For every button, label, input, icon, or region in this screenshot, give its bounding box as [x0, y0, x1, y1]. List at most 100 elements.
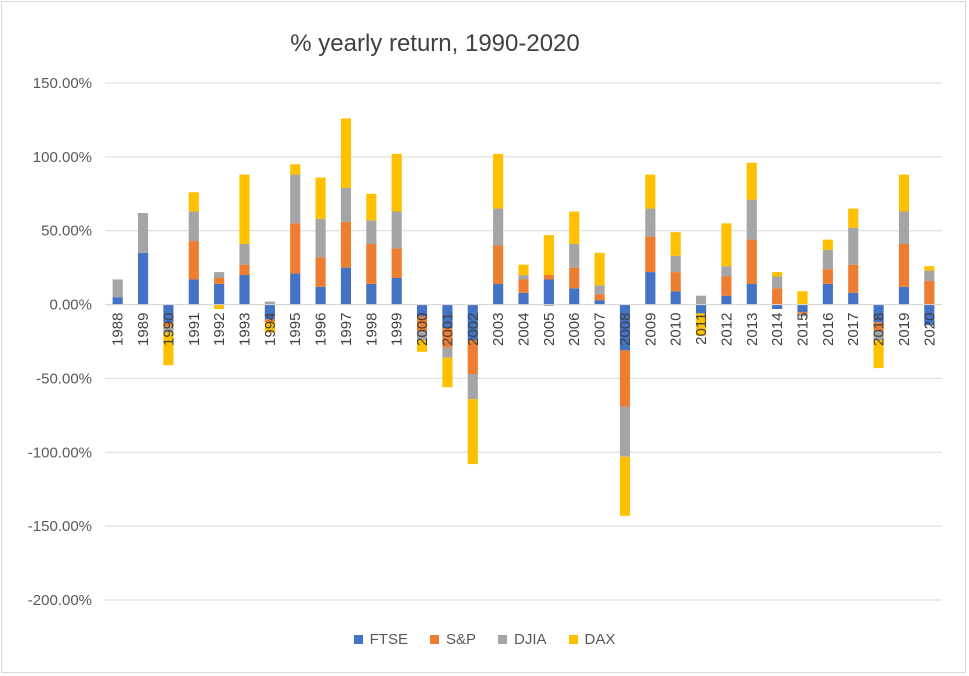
bar-segment — [188, 279, 199, 305]
bar-segment — [163, 304, 174, 323]
bar-segment — [467, 304, 478, 341]
bar-segment — [772, 288, 783, 305]
bar-segment — [873, 322, 884, 332]
bar-segment — [721, 295, 732, 305]
x-tick-label: 1998 — [363, 313, 380, 346]
bar-segment — [366, 193, 377, 221]
bar-segment — [695, 295, 707, 305]
bar-segment — [518, 264, 529, 276]
bar-segment — [619, 304, 631, 351]
x-tick-label: 1990 — [160, 313, 177, 346]
bar-segment — [340, 267, 352, 305]
bar-segment — [137, 252, 149, 305]
bar-segment — [924, 266, 935, 271]
bar-segment — [848, 208, 859, 228]
bar-segment — [315, 286, 326, 305]
bar-segment — [569, 211, 580, 245]
bar-segment — [366, 244, 377, 284]
bar-segment — [340, 221, 352, 268]
bar-segment — [721, 223, 732, 267]
y-tick-label: -50.00% — [36, 370, 92, 387]
x-tick-label: 2019 — [896, 313, 913, 346]
legend-label: DAX — [584, 631, 616, 648]
bar-segment — [670, 272, 681, 292]
x-tick-label: 1992 — [211, 313, 228, 346]
x-tick-label: 1995 — [287, 313, 304, 346]
bar-segment — [518, 275, 529, 280]
bar-segment — [873, 331, 884, 341]
bar-segment — [695, 304, 707, 314]
bar-segment — [822, 239, 833, 250]
bar-segment — [137, 212, 149, 253]
bar-segment — [163, 326, 174, 333]
x-tick-label: 2007 — [592, 313, 609, 346]
bar-segment — [822, 283, 833, 305]
bar-segment — [594, 252, 605, 286]
bar-segment — [619, 456, 631, 516]
x-tick-label: 1997 — [338, 313, 355, 346]
bar-segment — [645, 272, 656, 305]
bar-segment — [493, 208, 504, 246]
bar-segment — [290, 164, 301, 175]
bar-segment — [264, 301, 275, 305]
y-tick-label: -200.00% — [28, 592, 92, 609]
bar-segment — [442, 328, 453, 348]
x-tick-label: 2020 — [921, 313, 938, 346]
bar-segment — [569, 267, 580, 289]
bar-segment — [873, 340, 884, 369]
bar-segment — [569, 288, 580, 305]
bar-segment — [772, 276, 783, 289]
bar-segment — [112, 279, 123, 298]
bar-segment — [772, 304, 783, 309]
bar-segment — [467, 340, 478, 374]
bar-segment — [721, 266, 732, 277]
bar-segment — [188, 192, 199, 212]
bar-segment — [442, 304, 453, 329]
bar-segment — [746, 283, 757, 305]
x-tick-label: 2004 — [516, 313, 533, 346]
bar-segment — [188, 241, 199, 280]
chart-legend: FTSE S&P DJIA DAX — [0, 631, 969, 648]
x-tick-label: 1996 — [313, 313, 330, 346]
bar-segment — [493, 283, 504, 305]
bar-segment — [848, 264, 859, 293]
bar-segment — [898, 286, 910, 305]
bar-segment — [467, 399, 478, 465]
bar-segment — [442, 357, 453, 388]
bar-segment — [797, 291, 808, 305]
bar-segment — [898, 174, 910, 212]
bar-segment — [467, 374, 478, 400]
x-tick-label: 2015 — [795, 313, 812, 346]
bar-segment — [695, 313, 707, 336]
bar-segment — [366, 283, 377, 305]
bar-segment — [163, 322, 174, 327]
y-tick-label: 50.00% — [41, 223, 92, 240]
bar-segment — [594, 300, 605, 305]
bar-segment — [391, 248, 402, 278]
bar-segment — [112, 297, 123, 305]
bar-segment — [214, 277, 225, 284]
x-tick-label: 2005 — [541, 313, 558, 346]
x-tick-label: 2017 — [845, 313, 862, 346]
x-tick-label: 2013 — [744, 313, 761, 346]
x-tick-label: 2011 — [693, 313, 710, 345]
bar-segment — [645, 174, 656, 209]
legend-label: FTSE — [369, 631, 408, 648]
bar-segment — [594, 294, 605, 301]
bar-segment — [315, 177, 326, 219]
x-tick-label: 1999 — [389, 313, 406, 346]
bar-segment — [797, 311, 808, 314]
bar-segment — [290, 273, 301, 305]
bar-segment — [746, 239, 757, 284]
bar-segment — [290, 223, 301, 274]
bar-segment — [848, 227, 859, 265]
x-tick-label: 2016 — [820, 313, 837, 346]
bar-segment — [239, 275, 250, 305]
bar-segment — [898, 244, 910, 287]
legend-item: DAX — [568, 631, 616, 648]
x-tick-label: 1994 — [262, 313, 279, 346]
bar-segment — [493, 245, 504, 284]
bar-segment — [340, 187, 352, 222]
legend-item: DJIA — [498, 631, 547, 648]
